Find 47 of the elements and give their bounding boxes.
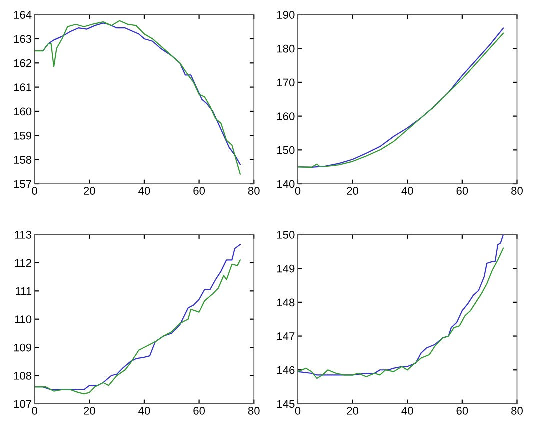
x-tick-label: 60 (194, 187, 206, 195)
x-tick-label: 0 (295, 407, 301, 415)
x-tick-label: 20 (84, 407, 96, 415)
y-tick-label: 148 (278, 298, 295, 307)
x-tick-label: 20 (347, 407, 359, 415)
y-tick-label: 160 (14, 108, 32, 116)
x-tick-label: 40 (402, 407, 414, 415)
y-tick-label: 145 (278, 400, 295, 408)
y-tick-label: 161 (14, 84, 32, 92)
y-tick-label: 160 (278, 112, 295, 120)
x-tick-label: 80 (248, 187, 260, 195)
x-tick-label: 60 (456, 407, 468, 415)
y-tick-label: 140 (278, 180, 295, 188)
y-tick-label: 163 (14, 35, 32, 44)
y-tick-label: 107 (14, 400, 32, 408)
y-tick-label: 108 (14, 372, 32, 380)
y-tick-label: 162 (14, 59, 32, 68)
y-tick-label: 110 (15, 316, 32, 324)
x-tick-label: 0 (32, 187, 38, 195)
y-tick-label: 111 (16, 288, 32, 296)
x-tick-label: 0 (32, 407, 38, 415)
x-tick-label: 0 (295, 187, 301, 195)
x-tick-label: 60 (194, 407, 206, 415)
y-tick-label: 159 (14, 132, 32, 140)
y-tick-label: 164 (14, 11, 32, 19)
x-tick-label: 80 (512, 187, 523, 195)
x-tick-label: 20 (347, 187, 359, 195)
y-tick-label: 149 (278, 264, 295, 273)
y-tick-label: 180 (278, 44, 295, 53)
y-tick-label: 150 (278, 146, 295, 154)
y-tick-label: 109 (14, 344, 32, 352)
y-tick-label: 113 (15, 231, 32, 239)
y-tick-label: 190 (278, 11, 295, 19)
x-tick-label: 80 (248, 407, 260, 415)
x-tick-label: 20 (84, 187, 96, 195)
x-tick-label: 40 (138, 407, 150, 415)
x-tick-label: 60 (456, 187, 468, 195)
x-tick-label: 40 (138, 187, 150, 195)
y-tick-label: 112 (15, 259, 32, 267)
y-tick-label: 150 (278, 231, 295, 239)
y-tick-label: 170 (278, 78, 295, 87)
x-tick-label: 80 (512, 407, 523, 415)
y-tick-label: 158 (14, 156, 32, 164)
x-tick-label: 40 (402, 187, 414, 195)
y-tick-label: 147 (278, 332, 295, 340)
y-tick-label: 146 (278, 366, 295, 374)
y-tick-label: 157 (14, 180, 32, 188)
